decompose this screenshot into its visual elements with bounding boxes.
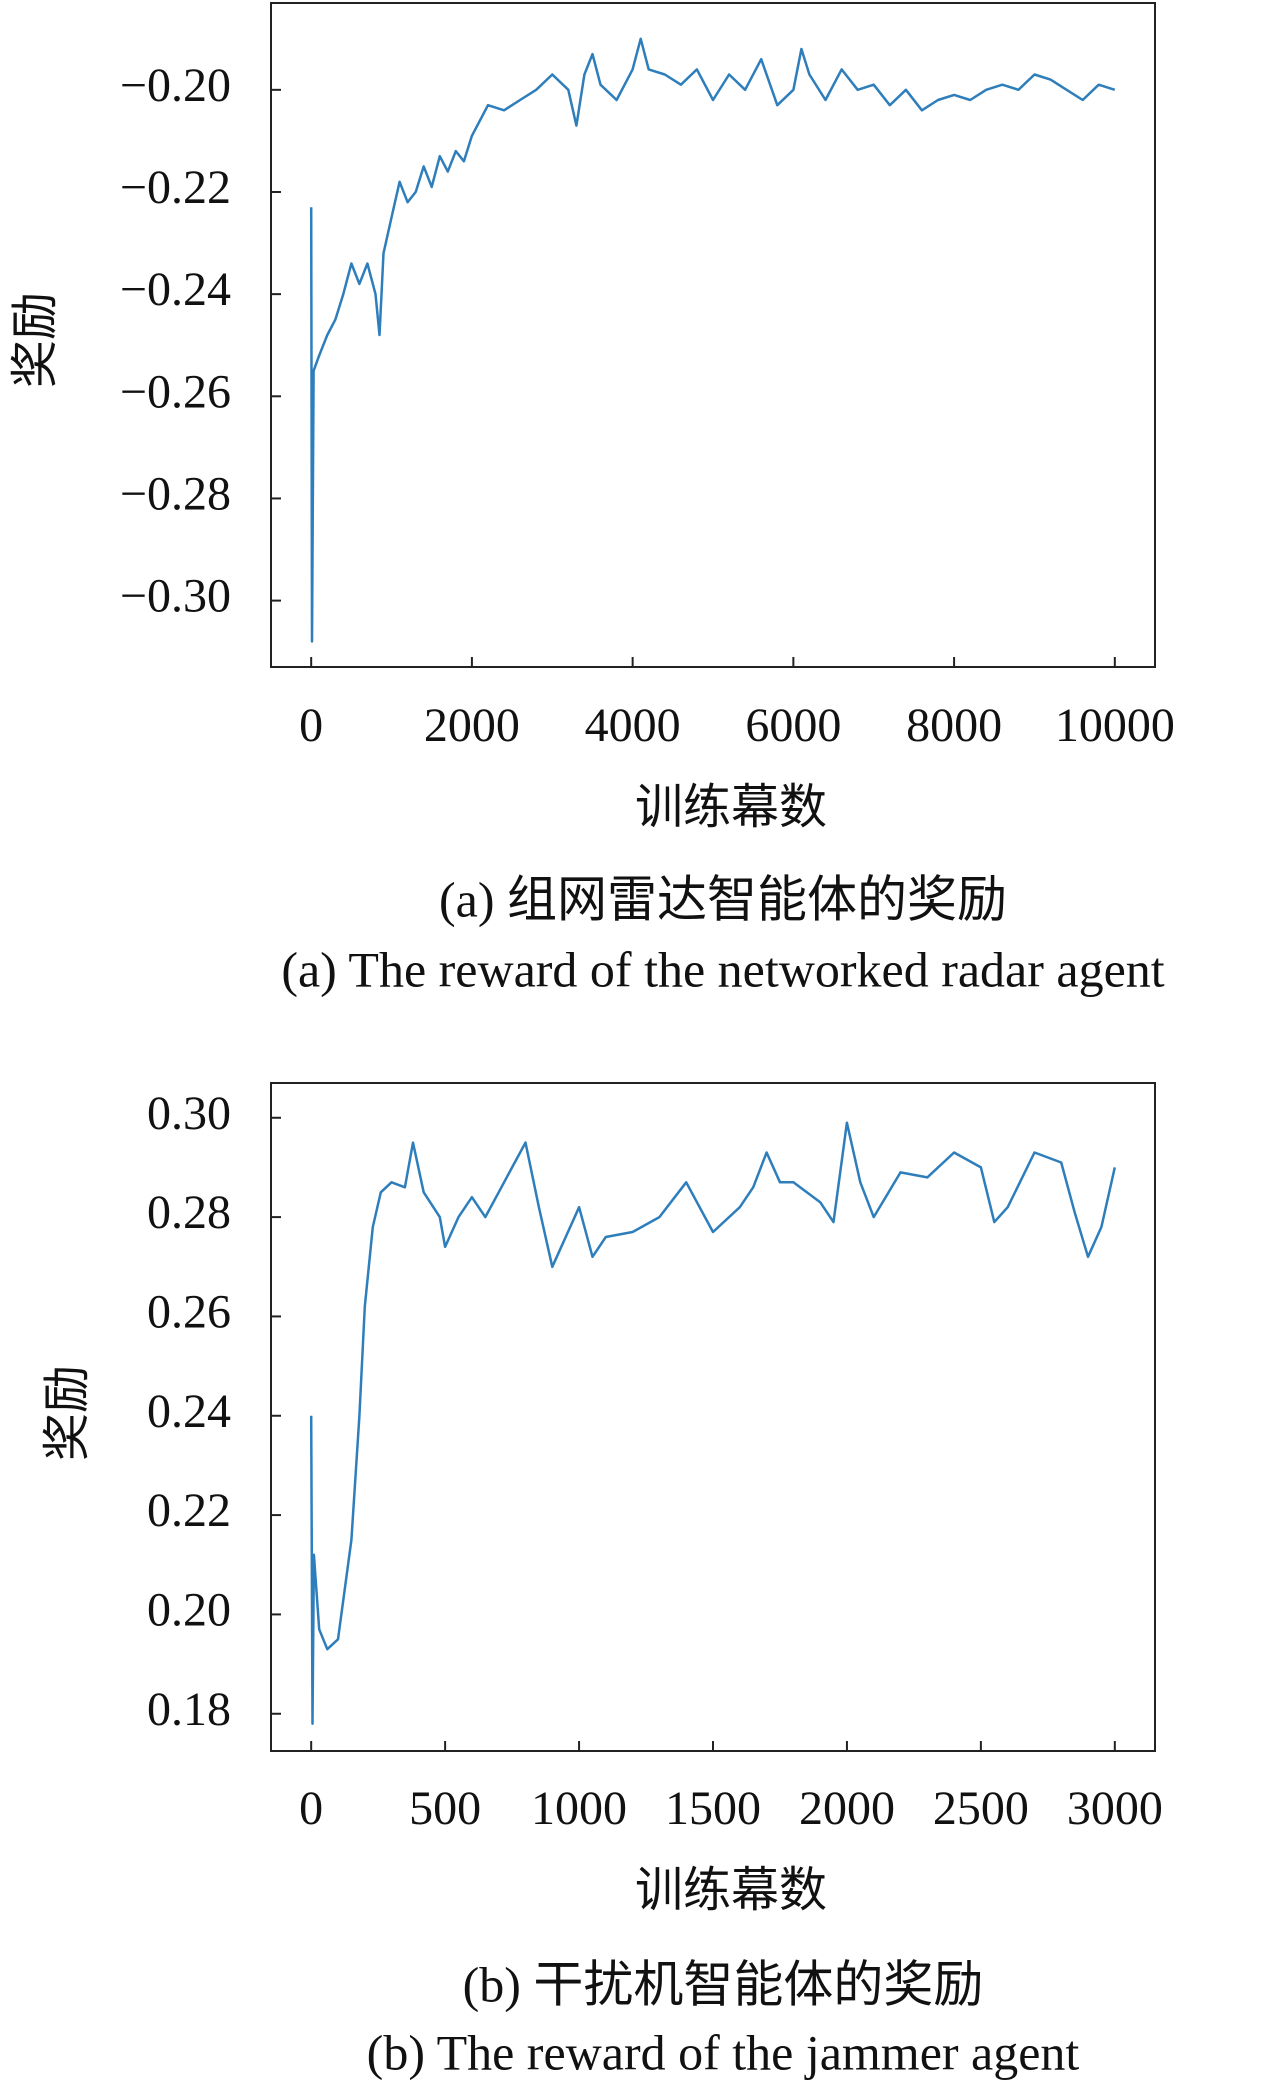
x-tick-label: 0 bbox=[299, 699, 323, 752]
x-tick-label: 8000 bbox=[906, 699, 1002, 752]
y-tick-label: −0.28 bbox=[120, 467, 231, 520]
x-tick-label: 2000 bbox=[799, 1782, 895, 1835]
plot-frame bbox=[270, 1082, 1156, 1752]
y-tick-label: 0.24 bbox=[147, 1385, 231, 1438]
x-tick-label: 10000 bbox=[1055, 699, 1175, 752]
y-tick-label: 0.28 bbox=[147, 1186, 231, 1239]
x-tick-label: 6000 bbox=[745, 699, 841, 752]
x-tick-label: 4000 bbox=[585, 699, 681, 752]
caption: (b) 干扰机智能体的奖励 bbox=[463, 1956, 984, 2012]
y-tick-label: 0.20 bbox=[147, 1583, 231, 1636]
x-tick-label: 0 bbox=[299, 1782, 323, 1835]
y-tick-label: −0.24 bbox=[120, 263, 231, 316]
y-axis-label: 奖励 bbox=[9, 292, 62, 388]
y-tick-label: 0.18 bbox=[147, 1683, 231, 1736]
x-tick-label: 1000 bbox=[531, 1782, 627, 1835]
caption: (a) 组网雷达智能体的奖励 bbox=[439, 871, 1007, 927]
y-tick-label: 0.22 bbox=[147, 1484, 231, 1537]
x-axis-label: 训练幕数 bbox=[635, 781, 827, 834]
y-tick-label: −0.22 bbox=[120, 161, 231, 214]
y-tick-label: 0.26 bbox=[147, 1285, 231, 1338]
caption-en: (b) The reward of the jammer agent bbox=[367, 2024, 1080, 2080]
x-tick-label: 500 bbox=[409, 1782, 481, 1835]
caption-en: (a) The reward of the networked radar ag… bbox=[281, 941, 1164, 997]
y-tick-label: −0.20 bbox=[120, 59, 231, 112]
x-tick-label: 3000 bbox=[1067, 1782, 1163, 1835]
y-tick-label: −0.30 bbox=[120, 570, 231, 623]
line-series bbox=[309, 37, 1116, 643]
plot-frame bbox=[270, 2, 1156, 668]
y-axis-label: 奖励 bbox=[41, 1365, 94, 1461]
line-series bbox=[309, 1121, 1117, 1725]
x-tick-label: 1500 bbox=[665, 1782, 761, 1835]
y-tick-label: 0.30 bbox=[147, 1087, 231, 1140]
x-tick-label: 2500 bbox=[933, 1782, 1029, 1835]
x-axis-label: 训练幕数 bbox=[635, 1864, 827, 1917]
x-tick-label: 2000 bbox=[424, 699, 520, 752]
y-tick-label: −0.26 bbox=[120, 365, 231, 418]
